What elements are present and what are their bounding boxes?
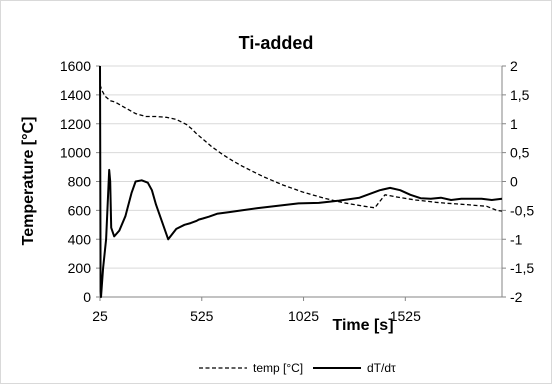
gridlines bbox=[100, 65, 502, 269]
legend: temp [°C] dT/dτ bbox=[199, 361, 396, 375]
x-axis-label: Time [s] bbox=[332, 317, 393, 334]
y-tick-label: 600 bbox=[68, 202, 92, 218]
series-line-temp bbox=[99, 84, 503, 212]
y-tick-label: 200 bbox=[68, 260, 92, 276]
chart-title: Ti-added bbox=[239, 33, 314, 53]
y2-tick-label: 1 bbox=[510, 116, 518, 132]
y-tick-label: 400 bbox=[68, 231, 92, 247]
y-axis-label: Temperature [°C] bbox=[20, 117, 37, 246]
x-tick-label: 525 bbox=[190, 308, 214, 324]
y2-tick-label: -1,5 bbox=[510, 260, 534, 276]
y2-tick-label: 0,5 bbox=[510, 145, 530, 161]
y2-tick-label: 1,5 bbox=[510, 87, 530, 103]
y2-tick-label: 2 bbox=[510, 58, 518, 74]
y2-tick-label: -0,5 bbox=[510, 202, 534, 218]
x-tick-label: 1525 bbox=[390, 308, 421, 324]
y2-tick-label: -2 bbox=[510, 289, 523, 305]
y-tick-label: 800 bbox=[68, 174, 92, 190]
y-tick-label: 1000 bbox=[60, 145, 91, 161]
series-lines bbox=[99, 65, 503, 298]
y2-tick-label: -1 bbox=[510, 231, 523, 247]
y2-tick-label: 0 bbox=[510, 174, 518, 190]
axes bbox=[96, 65, 506, 301]
y-tick-label: 1600 bbox=[60, 58, 91, 74]
x-tick-label: 1025 bbox=[288, 308, 319, 324]
legend-label-temp: temp [°C] bbox=[253, 361, 303, 375]
tick-labels: 0 200 400 600 800 1000 1200 1400 1600 -2 -1,5 -1 -0,… bbox=[60, 58, 534, 324]
y-tick-label: 0 bbox=[83, 289, 91, 305]
x-tick-label: 25 bbox=[92, 308, 108, 324]
y-tick-label: 1200 bbox=[60, 116, 91, 132]
legend-label-dtdtau: dT/dτ bbox=[367, 361, 396, 375]
series-line-dtdtau bbox=[99, 65, 503, 298]
y-tick-label: 1400 bbox=[60, 87, 91, 103]
